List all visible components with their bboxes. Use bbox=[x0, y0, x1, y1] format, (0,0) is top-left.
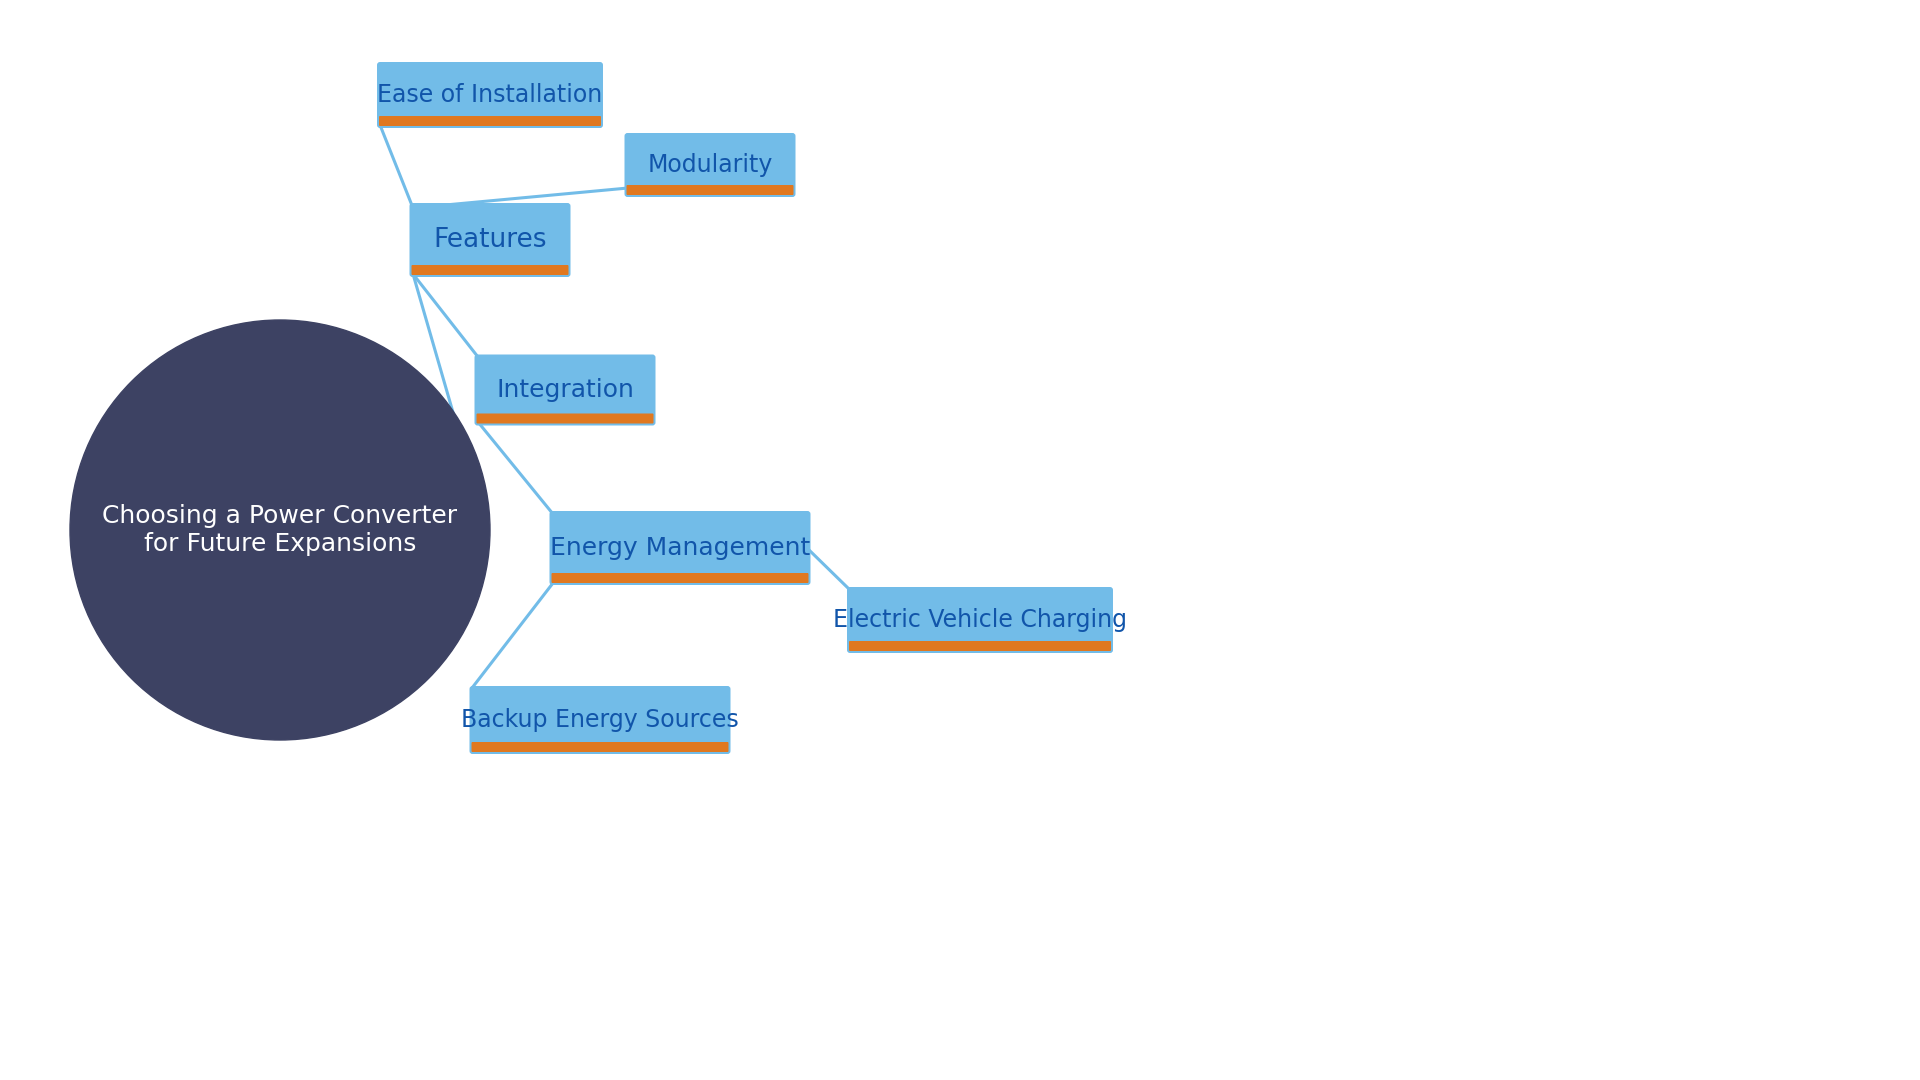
Text: Ease of Installation: Ease of Installation bbox=[378, 83, 603, 107]
Text: Choosing a Power Converter
for Future Expansions: Choosing a Power Converter for Future Ex… bbox=[102, 504, 457, 556]
Text: Backup Energy Sources: Backup Energy Sources bbox=[461, 708, 739, 732]
FancyBboxPatch shape bbox=[409, 203, 570, 276]
Text: Energy Management: Energy Management bbox=[549, 536, 810, 561]
FancyBboxPatch shape bbox=[549, 511, 810, 585]
FancyBboxPatch shape bbox=[626, 185, 793, 195]
FancyBboxPatch shape bbox=[470, 686, 730, 754]
Text: Modularity: Modularity bbox=[647, 153, 772, 177]
Text: Electric Vehicle Charging: Electric Vehicle Charging bbox=[833, 608, 1127, 632]
FancyBboxPatch shape bbox=[376, 62, 603, 129]
FancyBboxPatch shape bbox=[411, 265, 568, 275]
FancyBboxPatch shape bbox=[849, 642, 1112, 651]
FancyBboxPatch shape bbox=[378, 116, 601, 126]
Text: Features: Features bbox=[434, 227, 547, 253]
FancyBboxPatch shape bbox=[624, 133, 795, 197]
Text: Integration: Integration bbox=[495, 378, 634, 402]
Circle shape bbox=[69, 320, 490, 740]
FancyBboxPatch shape bbox=[474, 354, 655, 426]
FancyBboxPatch shape bbox=[551, 573, 808, 583]
FancyBboxPatch shape bbox=[847, 588, 1114, 653]
FancyBboxPatch shape bbox=[472, 742, 728, 752]
FancyBboxPatch shape bbox=[476, 414, 653, 423]
